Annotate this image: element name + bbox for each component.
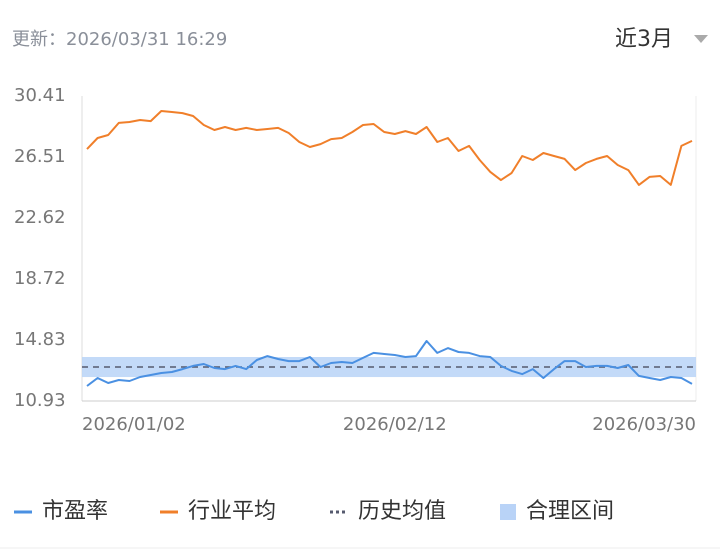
y-tick-label: 22.62 <box>14 207 66 228</box>
x-tick-label: 2026/01/02 <box>82 414 186 435</box>
x-tick-label: 2026/02/12 <box>343 414 447 435</box>
y-tick-label: 26.51 <box>14 146 66 167</box>
legend-label: 合理区间 <box>526 499 614 524</box>
x-tick-label: 2026/03/30 <box>592 414 696 435</box>
update-time: 更新：2026/03/31 16:29 <box>12 29 227 50</box>
legend-label: 行业平均 <box>188 499 276 524</box>
legend-swatch <box>500 504 516 520</box>
y-tick-label: 30.41 <box>14 85 66 106</box>
series-line <box>86 110 693 186</box>
range-label[interactable]: 近3月 <box>615 27 673 52</box>
fair-range-band <box>82 357 696 378</box>
range-selector[interactable]: 近3月 <box>615 27 708 52</box>
y-tick-label: 18.72 <box>14 268 66 289</box>
series-line <box>86 340 693 387</box>
y-tick-label: 10.93 <box>14 390 66 411</box>
legend-label: 历史均值 <box>358 499 446 524</box>
y-tick-label: 14.83 <box>14 329 66 350</box>
legend-label: 市盈率 <box>42 499 108 524</box>
dropdown-arrow[interactable] <box>694 35 708 43</box>
